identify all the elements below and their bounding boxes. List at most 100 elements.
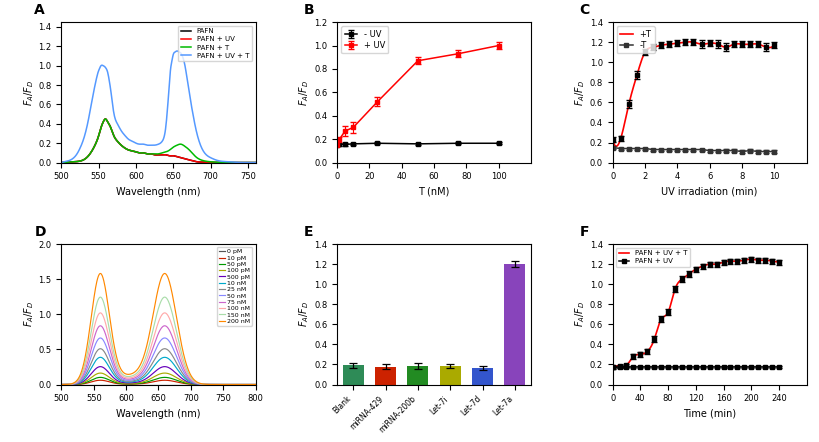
50 pM xyxy=(150,377,160,382)
150 nM xyxy=(173,333,183,338)
Line: 100 pM: 100 pM xyxy=(61,373,256,385)
25 nM xyxy=(251,382,260,387)
25 nM xyxy=(216,382,226,387)
PAFN + T xyxy=(57,160,66,165)
PAFN + UV xyxy=(120,145,130,151)
10 pM xyxy=(251,382,260,387)
75 nM xyxy=(216,382,226,387)
0 pM xyxy=(246,382,256,387)
200 nM xyxy=(173,320,183,325)
X-axis label: T (nM): T (nM) xyxy=(419,187,450,197)
Text: F: F xyxy=(580,225,589,239)
50 nM xyxy=(95,335,105,341)
10 pM xyxy=(216,382,226,387)
Y-axis label: $F_A/F_D$: $F_A/F_D$ xyxy=(297,79,311,106)
100 nM xyxy=(57,382,66,387)
100 nM xyxy=(149,334,159,339)
75 nM xyxy=(247,382,256,387)
Line: 500 pM: 500 pM xyxy=(61,366,256,385)
0 pM xyxy=(150,382,160,387)
50 pM xyxy=(251,382,260,387)
PAFN + UV xyxy=(179,156,189,161)
50 pM xyxy=(162,375,172,380)
10 pM xyxy=(95,377,105,383)
PAFN + UV + T xyxy=(133,141,143,147)
PAFN + UV + T xyxy=(57,160,66,165)
PAFN + T xyxy=(120,145,130,151)
500 pM xyxy=(95,364,105,369)
100 pM xyxy=(173,375,183,381)
Line: 50 nM: 50 nM xyxy=(61,338,256,385)
50 nM xyxy=(173,356,183,361)
PAFN + UV + T xyxy=(197,146,207,151)
10 pM xyxy=(150,379,160,384)
150 nM xyxy=(150,318,160,324)
100 nM xyxy=(216,382,226,387)
50 nM xyxy=(247,382,256,387)
0 pM xyxy=(149,382,159,387)
0 pM xyxy=(57,382,66,387)
Line: PAFN + UV: PAFN + UV xyxy=(61,119,256,163)
Bar xyxy=(440,366,461,385)
Line: 200 nM: 200 nM xyxy=(61,274,256,385)
PAFN + UV + T xyxy=(80,133,90,138)
PAFN + T xyxy=(179,143,189,149)
10 nM xyxy=(216,382,226,387)
50 nM xyxy=(150,348,160,353)
Text: C: C xyxy=(580,3,590,17)
200 nM xyxy=(95,271,105,276)
100 nM xyxy=(162,311,172,316)
Bar xyxy=(407,366,428,385)
0 pM xyxy=(172,382,182,387)
PAFN + T xyxy=(80,156,90,162)
75 nM xyxy=(57,382,66,387)
Legend: - UV, + UV: - UV, + UV xyxy=(342,26,388,53)
0 pM xyxy=(251,382,260,387)
Text: A: A xyxy=(34,3,45,17)
75 nM xyxy=(95,323,105,328)
PAFN + T xyxy=(100,116,110,122)
25 nM xyxy=(162,347,172,352)
PAFN + UV xyxy=(198,160,208,165)
500 pM xyxy=(150,369,160,374)
10 nM xyxy=(95,354,105,360)
Legend: +T, -T: +T, -T xyxy=(617,26,654,53)
PAFN + UV + T xyxy=(172,48,182,53)
200 nM xyxy=(216,382,226,387)
100 pM xyxy=(251,382,260,387)
Line: PAFN + UV + T: PAFN + UV + T xyxy=(61,51,256,163)
Legend: PAFN + UV + T, PAFN + UV: PAFN + UV + T, PAFN + UV xyxy=(616,248,690,267)
200 nM xyxy=(150,301,160,306)
Line: 100 nM: 100 nM xyxy=(61,313,256,385)
500 pM xyxy=(149,370,159,375)
PAFN + UV xyxy=(133,150,143,156)
50 pM xyxy=(149,377,159,382)
Line: 10 pM: 10 pM xyxy=(61,380,256,385)
500 pM xyxy=(57,382,66,387)
Y-axis label: $F_A/F_D$: $F_A/F_D$ xyxy=(22,301,36,328)
200 nM xyxy=(247,382,256,387)
10 nM xyxy=(173,366,183,372)
25 nM xyxy=(149,358,159,363)
X-axis label: Time (min): Time (min) xyxy=(683,409,736,419)
500 pM xyxy=(251,382,260,387)
100 pM xyxy=(216,382,226,387)
50 nM xyxy=(149,351,159,356)
PAFN xyxy=(197,160,207,165)
10 pM xyxy=(173,380,183,385)
10 nM xyxy=(162,355,172,360)
Y-axis label: $F_A/F_D$: $F_A/F_D$ xyxy=(573,301,587,328)
10 nM xyxy=(251,382,260,387)
10 nM xyxy=(247,382,256,387)
200 nM xyxy=(162,273,172,278)
150 nM xyxy=(162,296,172,301)
Line: 10 nM: 10 nM xyxy=(61,357,256,385)
X-axis label: Wavelength (nm): Wavelength (nm) xyxy=(116,409,201,419)
Y-axis label: $F_A/F_D$: $F_A/F_D$ xyxy=(22,79,36,106)
X-axis label: UV irradiation (min): UV irradiation (min) xyxy=(662,187,758,197)
PAFN + UV xyxy=(100,116,110,122)
100 nM xyxy=(173,342,183,347)
Bar xyxy=(505,264,526,385)
Text: D: D xyxy=(34,225,46,239)
PAFN xyxy=(251,160,260,165)
